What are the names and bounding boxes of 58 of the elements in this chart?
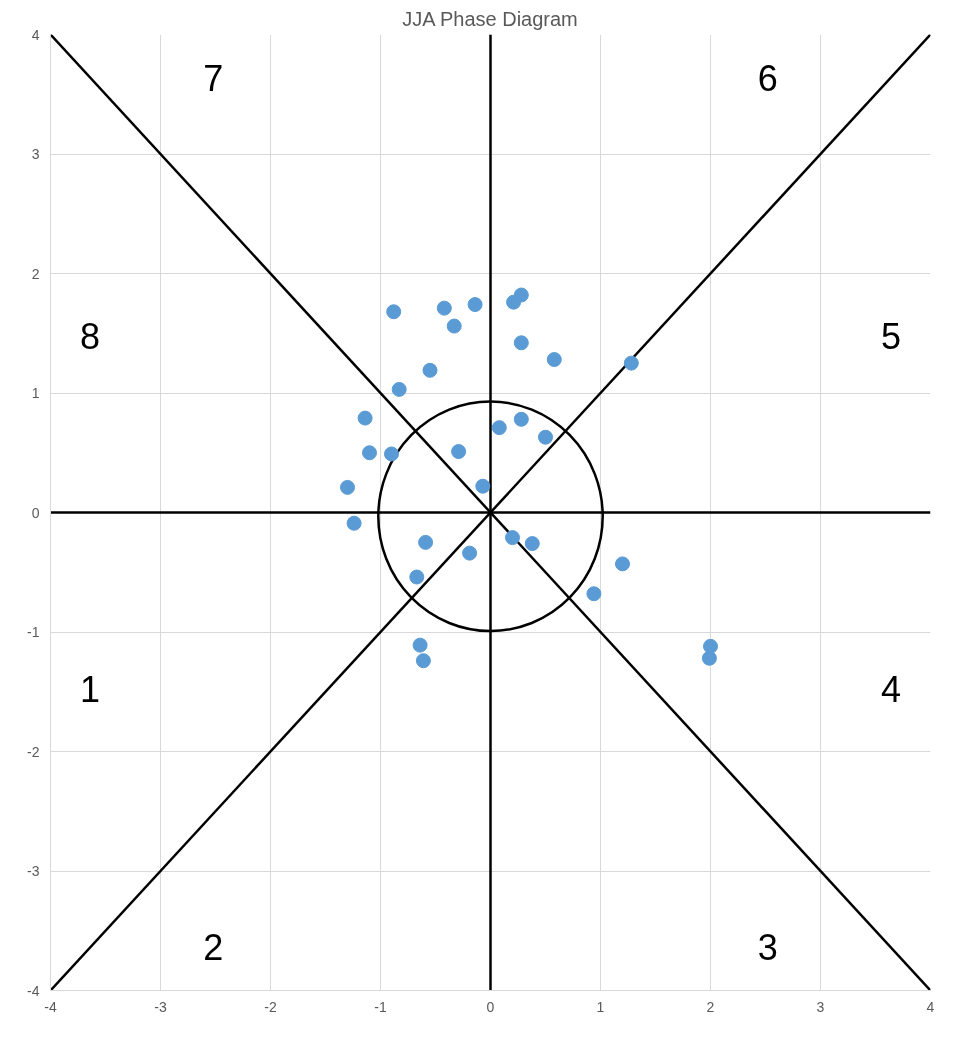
y-tick-label: -3 xyxy=(27,863,40,879)
point xyxy=(446,318,462,334)
point xyxy=(491,420,507,436)
point xyxy=(415,653,431,669)
point xyxy=(357,410,373,426)
x-tick-label: 2 xyxy=(706,998,715,1015)
x-tick-label: 3 xyxy=(816,998,825,1015)
y-tick-label: 3 xyxy=(31,146,40,162)
point xyxy=(391,381,407,397)
point xyxy=(586,586,602,602)
y-tick-label: 4 xyxy=(31,26,40,43)
x-tick-label: 0 xyxy=(486,998,495,1015)
chart-title: JJA Phase Diagram xyxy=(402,7,578,30)
point xyxy=(384,446,399,462)
x-tick-label: 4 xyxy=(926,998,935,1015)
y-tick-label: -4 xyxy=(27,982,40,999)
point xyxy=(513,287,529,303)
x-tick-label: -3 xyxy=(154,998,167,1015)
annotation: 3 xyxy=(757,927,778,969)
point xyxy=(422,362,438,378)
point xyxy=(451,444,467,460)
point xyxy=(505,530,520,546)
point xyxy=(462,545,478,561)
point xyxy=(409,569,425,585)
point xyxy=(701,650,717,666)
annotation: 4 xyxy=(880,669,901,711)
point xyxy=(467,297,483,313)
y-tick-label: 1 xyxy=(31,385,40,401)
point xyxy=(475,478,491,494)
point xyxy=(615,556,630,572)
point xyxy=(546,352,562,368)
point xyxy=(623,355,639,371)
annotation: 7 xyxy=(203,57,224,99)
x-tick-label: -2 xyxy=(264,998,277,1015)
point xyxy=(538,429,553,445)
point xyxy=(524,536,540,552)
y-tick-label: 2 xyxy=(31,265,40,282)
point xyxy=(513,335,529,351)
point xyxy=(362,445,377,461)
y-tick-label: -1 xyxy=(27,624,40,640)
point xyxy=(412,637,428,653)
point xyxy=(386,304,402,320)
annotation: 1 xyxy=(80,669,101,711)
point xyxy=(513,411,529,427)
annotation: 2 xyxy=(203,927,224,969)
annotation: 5 xyxy=(880,315,901,357)
x-tick-label: 1 xyxy=(596,998,605,1015)
point xyxy=(436,300,452,316)
point xyxy=(703,638,718,654)
point xyxy=(340,479,355,495)
y-tick-label: 0 xyxy=(31,504,40,521)
x-tick-label: -1 xyxy=(374,998,387,1015)
annotation: 8 xyxy=(80,315,101,357)
point xyxy=(346,515,362,531)
y-tick-label: -2 xyxy=(27,743,40,760)
annotation: 6 xyxy=(757,57,778,99)
point xyxy=(418,534,434,550)
x-tick-label: -4 xyxy=(44,998,57,1015)
